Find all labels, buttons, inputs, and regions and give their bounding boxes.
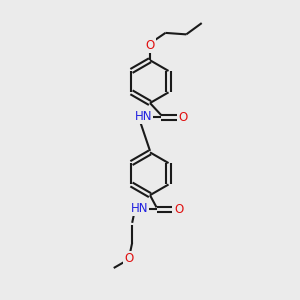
Text: O: O [174, 203, 183, 216]
Text: HN: HN [131, 202, 148, 215]
Text: HN: HN [135, 110, 152, 123]
Text: O: O [124, 252, 133, 265]
Text: O: O [179, 111, 188, 124]
Text: O: O [146, 39, 154, 52]
